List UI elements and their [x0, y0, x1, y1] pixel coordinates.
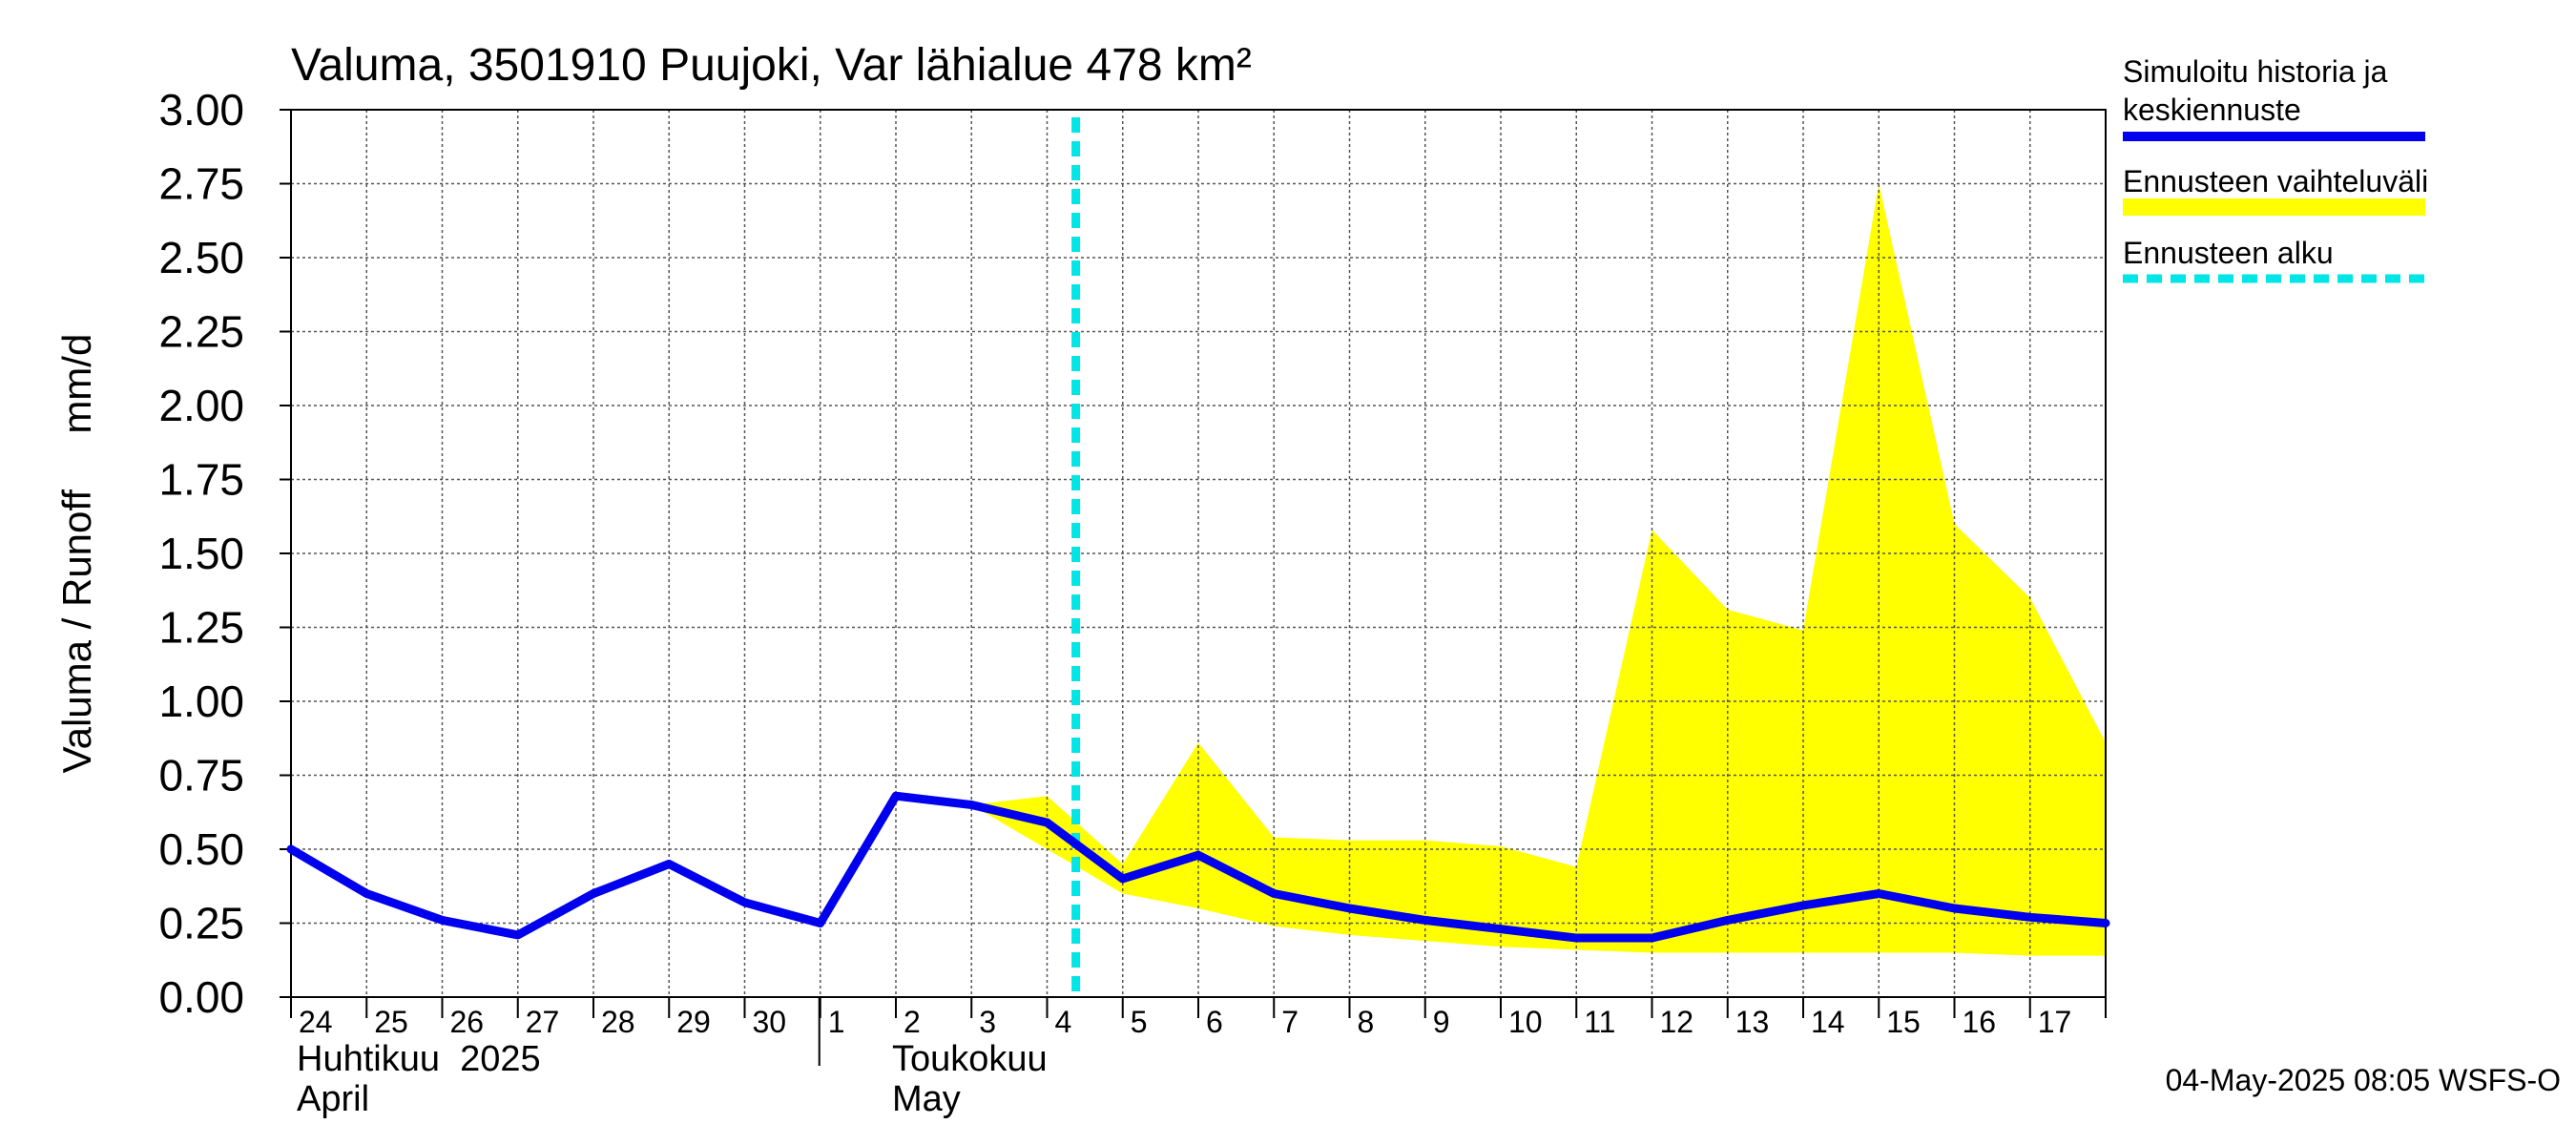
x-tick-label: 11	[1584, 1005, 1615, 1039]
legend-label-mean-line-1: Simuloitu historia ja	[2123, 54, 2388, 89]
x-tick-label: 24	[299, 1005, 333, 1039]
x-tick-label: 26	[450, 1005, 485, 1039]
legend: Simuloitu historia ja keskiennuste Ennus…	[2123, 54, 2428, 283]
y-tick-label: 0.50	[158, 824, 244, 874]
series-layer	[286, 117, 2110, 997]
month-label-fi-april: Huhtikuu 2025	[297, 1039, 541, 1079]
x-tick-label: 28	[601, 1005, 635, 1039]
x-tick-label: 8	[1358, 1005, 1375, 1039]
y-tick-label: 0.25	[158, 899, 244, 948]
y-tick-label: 1.75	[158, 455, 244, 505]
y-tick-label: 1.00	[158, 677, 244, 726]
x-tick-label: 29	[676, 1005, 711, 1039]
footer-timestamp: 04-May-2025 08:05 WSFS-O	[2166, 1063, 2561, 1097]
y-tick-label: 2.75	[158, 159, 244, 209]
x-tick-label: 1	[828, 1005, 845, 1039]
axis-layer	[280, 109, 2107, 1066]
x-tick-label: 10	[1508, 1005, 1543, 1039]
y-tick-label: 2.25	[158, 307, 244, 357]
x-tick-label: 27	[526, 1005, 560, 1039]
y-axis-label: Valuma / Runoff mm/d	[54, 334, 99, 774]
y-tick-label: 1.25	[158, 603, 244, 653]
y-tick-label: 1.50	[158, 529, 244, 578]
x-tick-label: 6	[1206, 1005, 1223, 1039]
month-label-en-april: April	[297, 1079, 369, 1119]
x-tick-label: 30	[753, 1005, 787, 1039]
series-line-mean	[286, 791, 2110, 943]
y-tick-label: 0.75	[158, 751, 244, 801]
x-tick-label: 2	[904, 1005, 921, 1039]
forecast-range-band-layer	[971, 183, 2106, 956]
y-tick-label: 2.00	[158, 381, 244, 430]
grid-layer	[291, 109, 2106, 998]
axis-label-layer: 0.00 0.25 0.50 0.75 1.00 1.25 1.50 1.75 2.00 2.25…	[158, 85, 2071, 1119]
legend-label-mean-line-2: keskiennuste	[2123, 93, 2301, 127]
y-tick-label: 0.00	[158, 972, 244, 1022]
x-tick-label: 25	[374, 1005, 408, 1039]
x-tick-label: 14	[1811, 1005, 1845, 1039]
legend-label-range: Ennusteen vaihteluväli	[2123, 164, 2428, 198]
x-tick-label: 9	[1433, 1005, 1450, 1039]
x-tick-label: 3	[979, 1005, 996, 1039]
x-tick-label: 13	[1735, 1005, 1770, 1039]
month-label-fi-may: Toukokuu	[892, 1039, 1048, 1079]
x-tick-label: 17	[2038, 1005, 2072, 1039]
x-tick-label: 15	[1886, 1005, 1921, 1039]
x-tick-label: 16	[1963, 1005, 1997, 1039]
y-tick-label: 2.50	[158, 233, 244, 282]
forecast-range-band	[971, 183, 2106, 956]
y-tick-label: 3.00	[158, 85, 244, 135]
month-label-en-may: May	[892, 1079, 961, 1119]
legend-label-forecast-start: Ennusteen alku	[2123, 236, 2334, 270]
chart-title: Valuma, 3501910 Puujoki, Var lähialue 47…	[291, 40, 1252, 91]
x-tick-label: 4	[1055, 1005, 1072, 1039]
x-tick-label: 7	[1281, 1005, 1298, 1039]
x-tick-label: 12	[1660, 1005, 1694, 1039]
x-tick-label: 5	[1131, 1005, 1148, 1039]
